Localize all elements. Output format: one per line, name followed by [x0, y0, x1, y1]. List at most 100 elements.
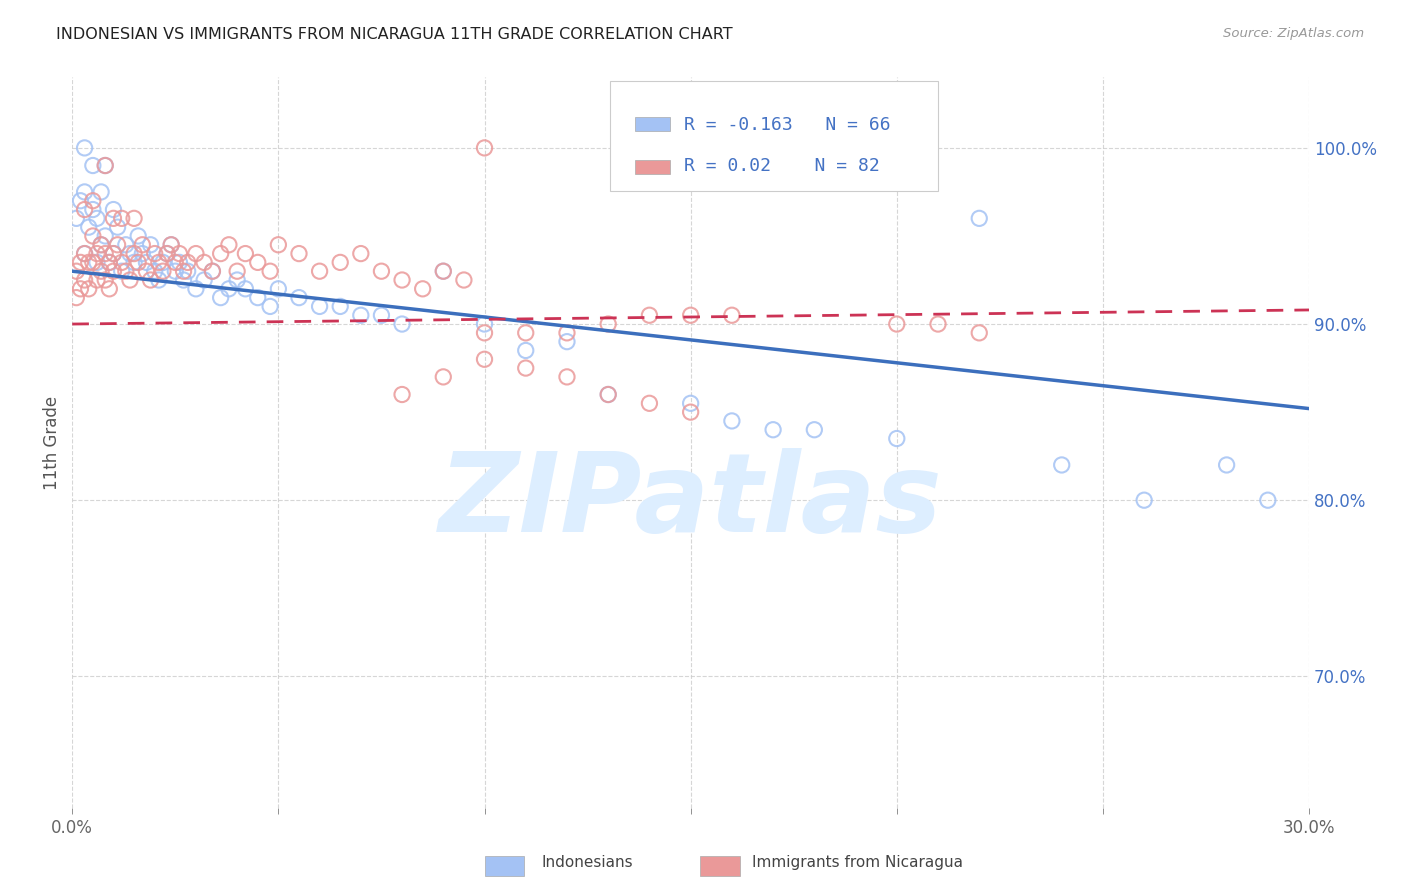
- Point: [927, 317, 949, 331]
- Point: [598, 317, 620, 331]
- Point: [77, 220, 100, 235]
- Point: [474, 317, 496, 331]
- Point: [73, 246, 96, 260]
- Point: [432, 264, 454, 278]
- Point: [65, 264, 87, 278]
- Point: [143, 246, 166, 260]
- Point: [886, 432, 908, 446]
- Point: [967, 211, 990, 226]
- Point: [98, 282, 121, 296]
- Point: [370, 308, 392, 322]
- Point: [1257, 493, 1279, 508]
- Point: [246, 291, 269, 305]
- Point: [515, 343, 537, 358]
- Point: [762, 423, 785, 437]
- Point: [131, 237, 153, 252]
- Point: [267, 282, 290, 296]
- Point: [90, 264, 112, 278]
- Point: [82, 202, 104, 217]
- Point: [69, 194, 91, 208]
- Point: [246, 255, 269, 269]
- Point: [259, 264, 281, 278]
- Point: [259, 300, 281, 314]
- Point: [169, 246, 191, 260]
- FancyBboxPatch shape: [610, 81, 938, 191]
- Point: [118, 273, 141, 287]
- Point: [391, 387, 413, 401]
- Point: [73, 185, 96, 199]
- Point: [131, 246, 153, 260]
- Point: [453, 273, 475, 287]
- Point: [69, 255, 91, 269]
- Text: R = -0.163   N = 66: R = -0.163 N = 66: [685, 116, 891, 134]
- Point: [370, 264, 392, 278]
- Point: [638, 396, 661, 410]
- Point: [69, 282, 91, 296]
- Point: [288, 246, 311, 260]
- Point: [77, 282, 100, 296]
- Point: [184, 282, 207, 296]
- Point: [967, 326, 990, 340]
- Point: [73, 246, 96, 260]
- Point: [432, 370, 454, 384]
- Text: INDONESIAN VS IMMIGRANTS FROM NICARAGUA 11TH GRADE CORRELATION CHART: INDONESIAN VS IMMIGRANTS FROM NICARAGUA …: [56, 27, 733, 42]
- Point: [555, 334, 578, 349]
- Text: Source: ZipAtlas.com: Source: ZipAtlas.com: [1223, 27, 1364, 40]
- Point: [114, 264, 136, 278]
- Point: [103, 211, 125, 226]
- Point: [94, 159, 117, 173]
- Point: [122, 246, 145, 260]
- Point: [135, 264, 157, 278]
- Point: [226, 264, 249, 278]
- Point: [122, 255, 145, 269]
- Point: [721, 414, 744, 428]
- Point: [1215, 458, 1237, 472]
- Point: [193, 255, 215, 269]
- Point: [77, 255, 100, 269]
- Point: [139, 273, 162, 287]
- Point: [176, 255, 198, 269]
- Point: [135, 255, 157, 269]
- Point: [111, 211, 134, 226]
- Point: [176, 264, 198, 278]
- Point: [308, 264, 330, 278]
- Point: [679, 405, 702, 419]
- Point: [143, 264, 166, 278]
- Point: [235, 246, 257, 260]
- Point: [350, 308, 373, 322]
- Point: [1133, 493, 1156, 508]
- Point: [193, 273, 215, 287]
- Point: [218, 237, 240, 252]
- Text: Indonesians: Indonesians: [541, 855, 633, 870]
- Point: [432, 264, 454, 278]
- Point: [111, 264, 134, 278]
- Point: [226, 273, 249, 287]
- Point: [65, 291, 87, 305]
- Point: [160, 237, 183, 252]
- FancyBboxPatch shape: [636, 117, 669, 131]
- Point: [127, 229, 149, 244]
- Point: [169, 255, 191, 269]
- Point: [515, 326, 537, 340]
- Point: [86, 273, 108, 287]
- Point: [86, 255, 108, 269]
- Point: [679, 308, 702, 322]
- Point: [73, 202, 96, 217]
- Point: [86, 246, 108, 260]
- Point: [209, 246, 232, 260]
- Point: [886, 317, 908, 331]
- Point: [94, 246, 117, 260]
- Point: [555, 326, 578, 340]
- FancyBboxPatch shape: [636, 160, 669, 174]
- Point: [474, 141, 496, 155]
- Point: [94, 159, 117, 173]
- Point: [267, 237, 290, 252]
- Text: ZIPatlas: ZIPatlas: [439, 448, 942, 555]
- Point: [218, 282, 240, 296]
- Point: [139, 237, 162, 252]
- Point: [235, 282, 257, 296]
- Point: [94, 273, 117, 287]
- Point: [90, 185, 112, 199]
- Point: [391, 273, 413, 287]
- Point: [1050, 458, 1073, 472]
